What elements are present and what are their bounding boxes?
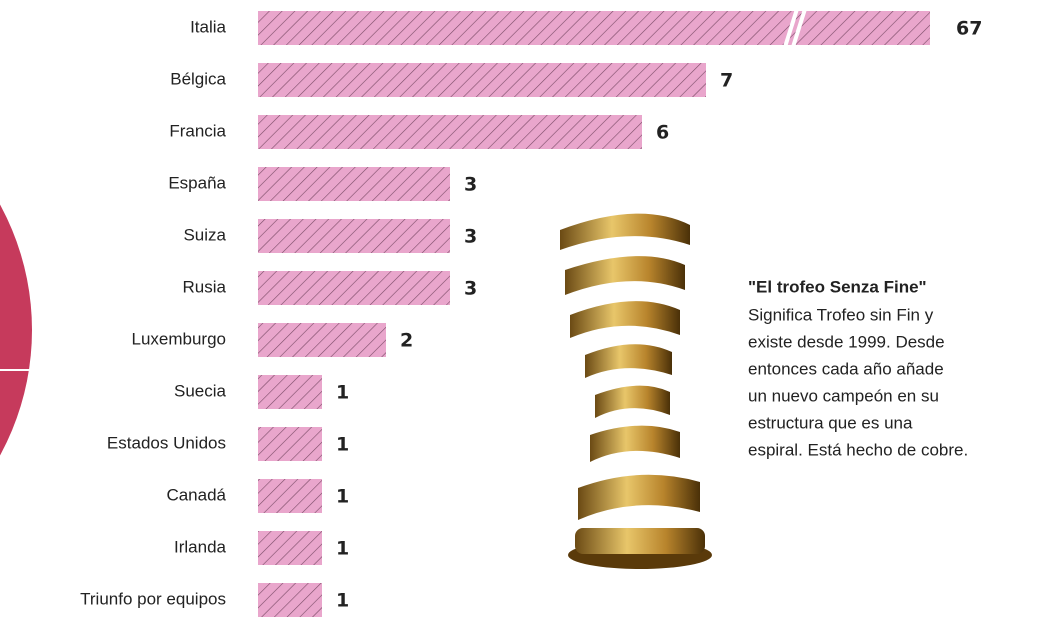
category-label: Suecia: [174, 381, 227, 400]
annotation-line: entonces cada año añade: [748, 359, 944, 378]
value-label: 1: [336, 486, 349, 508]
annotation: "El trofeo Senza Fine" Significa Trofeo …: [748, 277, 968, 459]
value-label: 1: [336, 538, 349, 560]
annotation-line: estructura que es una: [748, 413, 913, 432]
category-label: Luxemburgo: [131, 329, 226, 348]
value-label: 3: [464, 278, 477, 300]
bar: [258, 531, 322, 565]
category-label: Francia: [169, 121, 226, 140]
value-label: 1: [336, 382, 349, 404]
bar: [258, 583, 322, 617]
value-label: 3: [464, 226, 477, 248]
value-label: 67: [956, 18, 982, 40]
category-label: Rusia: [183, 277, 227, 296]
category-label: Italia: [190, 17, 226, 36]
value-label: 6: [656, 122, 669, 144]
bar: [258, 427, 322, 461]
bar: [258, 11, 930, 45]
bar: [258, 115, 642, 149]
annotation-line: Significa Trofeo sin Fin y: [748, 305, 934, 324]
category-label: Canadá: [166, 485, 226, 504]
category-label: Suiza: [183, 225, 226, 244]
trophy: [560, 213, 712, 569]
axis-break: [791, 8, 807, 48]
value-label: 1: [336, 590, 349, 612]
bar: [258, 167, 450, 201]
category-label: Irlanda: [174, 537, 227, 556]
value-label: 7: [720, 70, 733, 92]
bar: [258, 219, 450, 253]
value-label: 1: [336, 434, 349, 456]
bar: [258, 323, 386, 357]
annotation-line: espiral. Está hecho de cobre.: [748, 440, 968, 459]
annotation-line: existe desde 1999. Desde: [748, 332, 945, 351]
bar: [258, 63, 706, 97]
category-label: España: [168, 173, 226, 192]
annotation-line: un nuevo campeón en su: [748, 386, 939, 405]
value-label: 2: [400, 330, 413, 352]
category-label: Bélgica: [170, 69, 226, 88]
bar: [258, 479, 322, 513]
axis-break: [783, 8, 799, 48]
category-label: Triunfo por equipos: [80, 589, 226, 608]
side-badge: [0, 204, 32, 456]
category-label: Estados Unidos: [107, 433, 226, 452]
value-label: 3: [464, 174, 477, 196]
annotation-title: "El trofeo Senza Fine": [748, 277, 927, 296]
bar: [258, 375, 322, 409]
bar: [258, 271, 450, 305]
